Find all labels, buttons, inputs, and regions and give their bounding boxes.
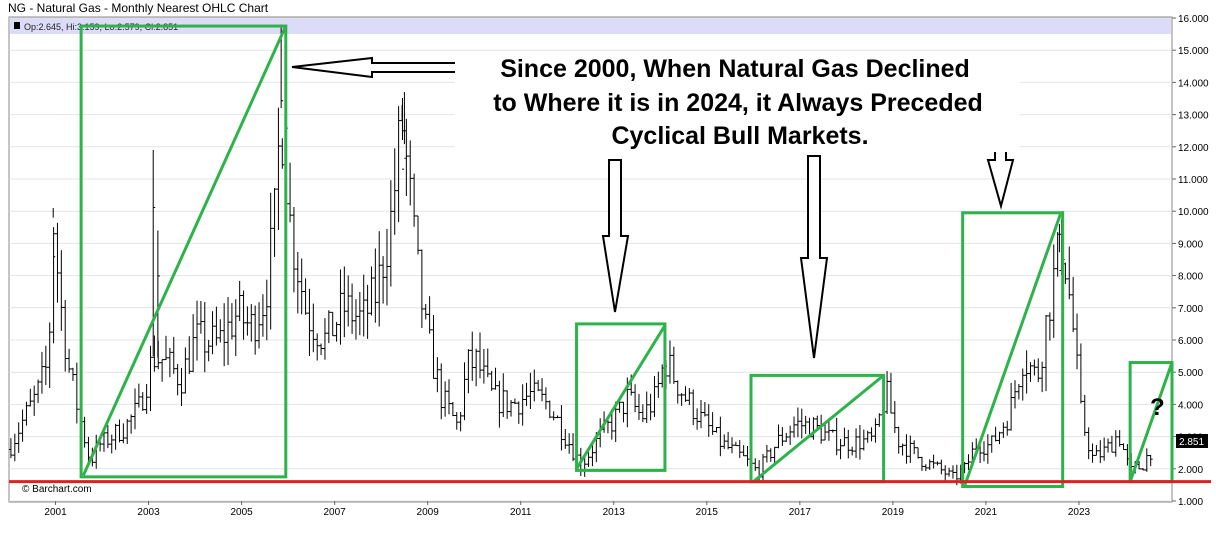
y-tick-label: 4.000 (1178, 400, 1203, 411)
y-tick-label: 6.000 (1178, 336, 1203, 347)
trend-diagonal (1128, 362, 1174, 483)
x-tick-label: 2005 (230, 507, 253, 518)
x-tick-label: 2017 (789, 507, 812, 518)
y-tick-label: 9.000 (1178, 239, 1203, 250)
annotation-line-2: to Where it is in 2024, it Always Preced… (493, 89, 983, 117)
y-tick-label: 5.000 (1178, 368, 1203, 379)
annotation-line-3: Cyclical Bull Markets. (611, 122, 868, 150)
x-tick-label: 2003 (137, 507, 160, 518)
y-tick-label: 13.000 (1178, 111, 1209, 122)
y-tick-label: 14.000 (1178, 78, 1209, 89)
highlight-box (79, 24, 288, 479)
highlight-box (961, 211, 1065, 489)
x-tick-label: 2007 (324, 507, 347, 518)
ohlc-legend-band (10, 18, 1171, 34)
chart-title: NG - Natural Gas - Monthly Nearest OHLC … (8, 1, 269, 15)
trend-diagonal (575, 324, 667, 470)
x-axis: 2001 2003 2005 2007 2009 2011 2013 2015 2017 2019… (44, 501, 1091, 518)
annotation-line-1: Since 2000, When Natural Gas Declined (500, 55, 970, 83)
last-price-label: 2.851 (1179, 437, 1204, 448)
y-tick-label: 11.000 (1178, 175, 1208, 186)
y-axis: 1.0002.0003.0004.0005.0006.0007.0008.000… (1172, 14, 1209, 508)
y-tick-label: 10.000 (1178, 207, 1209, 218)
x-tick-label: 2013 (603, 507, 626, 518)
trend-diagonal (752, 374, 885, 483)
y-tick-label: 8.000 (1178, 272, 1203, 283)
arrow-down-icon (601, 159, 630, 313)
watermark: © Barchart.com (22, 484, 92, 495)
trend-diagonal (963, 213, 1062, 486)
y-tick-label: 1.000 (1178, 497, 1203, 508)
x-tick-label: 2019 (882, 507, 905, 518)
highlight-box (575, 322, 667, 472)
trend-diagonal (82, 25, 288, 476)
y-tick-label: 12.000 (1178, 143, 1209, 154)
y-tick-label: 2.000 (1178, 465, 1203, 476)
question-mark: ? (1150, 394, 1165, 421)
x-tick-label: 2023 (1068, 507, 1091, 518)
x-tick-label: 2009 (417, 507, 440, 518)
ohlc-bars (8, 24, 1153, 486)
y-tick-label: 15.000 (1178, 46, 1209, 57)
x-tick-label: 2015 (696, 507, 719, 518)
x-tick-label: 2011 (510, 507, 532, 518)
legend-marker-icon (14, 22, 20, 29)
grid-lines (9, 17, 1172, 502)
x-tick-label: 2021 (975, 507, 998, 518)
last-price-tag: 2.851 (1176, 434, 1208, 448)
last-price-background (1176, 434, 1208, 448)
y-tick-label: 7.000 (1178, 304, 1203, 315)
annotation-backdrop (455, 54, 1020, 152)
arrow-down-icon (799, 155, 829, 359)
y-tick-label: 16.000 (1178, 14, 1209, 25)
x-tick-label: 2001 (44, 507, 67, 518)
